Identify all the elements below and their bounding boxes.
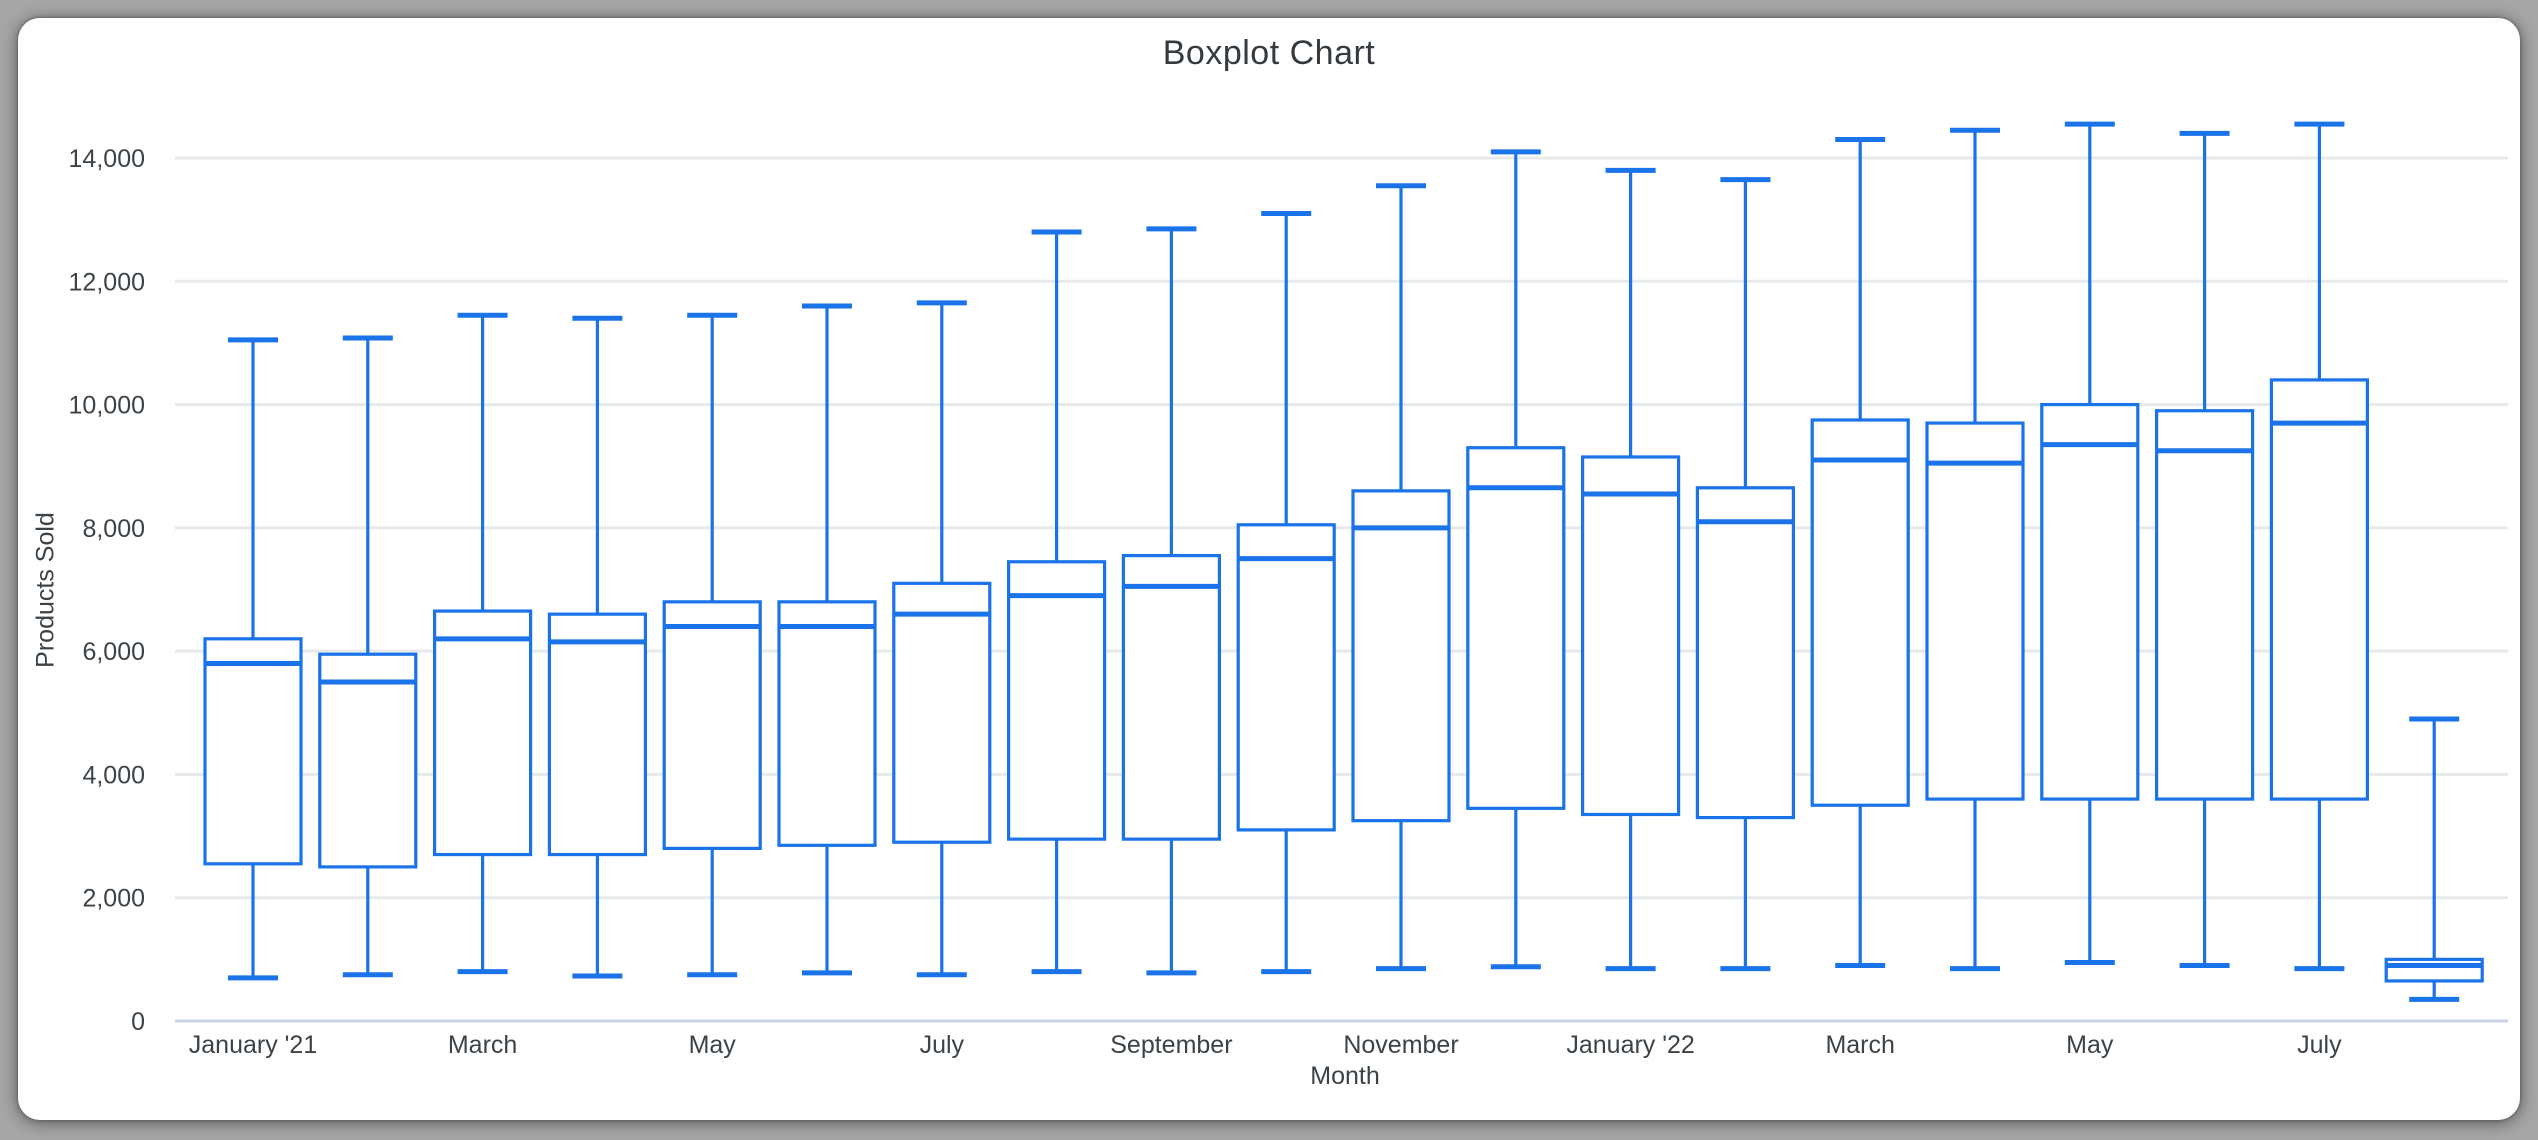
y-tick-label-2000: 2,000	[82, 885, 145, 913]
iqr-box	[662, 600, 762, 850]
x-tick-label-march: March	[448, 1031, 517, 1059]
y-axis-title: Products Sold	[31, 512, 60, 668]
iqr-box	[1580, 455, 1681, 817]
iqr-box	[892, 581, 992, 844]
boxplot-august-21[interactable]	[1006, 229, 1107, 975]
iqr-box	[1351, 489, 1451, 823]
iqr-box	[1236, 523, 1336, 832]
boxplot-november-21[interactable]	[1351, 183, 1451, 972]
boxplot-august-22[interactable]	[2384, 716, 2484, 1002]
boxplot-april-21[interactable]	[547, 315, 648, 979]
boxplot-may-22[interactable]	[2040, 121, 2140, 965]
iqr-box	[1121, 553, 1222, 841]
boxplot-january-22[interactable]	[1580, 167, 1681, 972]
iqr-box	[2269, 378, 2369, 801]
chart-title: Boxplot Chart	[1162, 34, 1376, 72]
y-tick-label-8000: 8,000	[82, 515, 145, 543]
x-tick-label-july: July	[2297, 1031, 2342, 1059]
iqr-box	[318, 652, 418, 869]
y-tick-label-10000: 10,000	[69, 392, 145, 420]
iqr-box	[1810, 418, 1910, 807]
boxplot-december-21[interactable]	[1466, 149, 1566, 970]
iqr-box	[2040, 402, 2140, 801]
iqr-box	[777, 600, 877, 847]
y-tick-label-12000: 12,000	[69, 268, 145, 296]
x-tick-label-january-21: January '21	[189, 1031, 317, 1059]
iqr-box	[203, 637, 303, 866]
boxplot-march-22[interactable]	[1810, 137, 1910, 969]
iqr-box	[2155, 409, 2255, 801]
x-tick-label-july: July	[920, 1031, 965, 1059]
x-tick-label-may: May	[689, 1031, 737, 1059]
boxplot-january-21[interactable]	[203, 337, 303, 981]
x-tick-label-september: September	[1110, 1031, 1232, 1059]
boxplot-february-21[interactable]	[318, 335, 418, 978]
iqr-box	[1466, 446, 1566, 810]
iqr-box	[1006, 560, 1107, 841]
iqr-box	[433, 609, 533, 857]
y-tick-label-6000: 6,000	[82, 638, 145, 666]
iqr-box	[1925, 421, 2025, 801]
boxplot-june-22[interactable]	[2155, 130, 2255, 969]
x-tick-label-may: May	[2066, 1031, 2114, 1059]
x-tick-label-january-22: January '22	[1566, 1031, 1694, 1059]
boxplot-april-22[interactable]	[1925, 127, 2025, 972]
boxplot-march-21[interactable]	[433, 312, 533, 975]
boxplot-october-21[interactable]	[1236, 210, 1336, 975]
boxplot-may-21[interactable]	[662, 312, 762, 978]
boxplot-july-22[interactable]	[2269, 121, 2369, 972]
boxplot-june-21[interactable]	[777, 303, 877, 976]
boxplot-september-21[interactable]	[1121, 226, 1222, 976]
iqr-box	[1695, 486, 1796, 820]
y-tick-label-14000: 14,000	[69, 145, 145, 173]
x-tick-label-november: November	[1343, 1031, 1458, 1059]
boxplot-july-21[interactable]	[892, 300, 992, 978]
y-tick-label-0: 0	[131, 1008, 145, 1036]
x-tick-label-march: March	[1825, 1031, 1894, 1059]
boxplot-february-22[interactable]	[1695, 177, 1796, 972]
y-tick-label-4000: 4,000	[82, 761, 145, 789]
iqr-box	[2384, 957, 2484, 983]
x-axis-title: Month	[1310, 1062, 1380, 1090]
iqr-box	[547, 612, 648, 857]
